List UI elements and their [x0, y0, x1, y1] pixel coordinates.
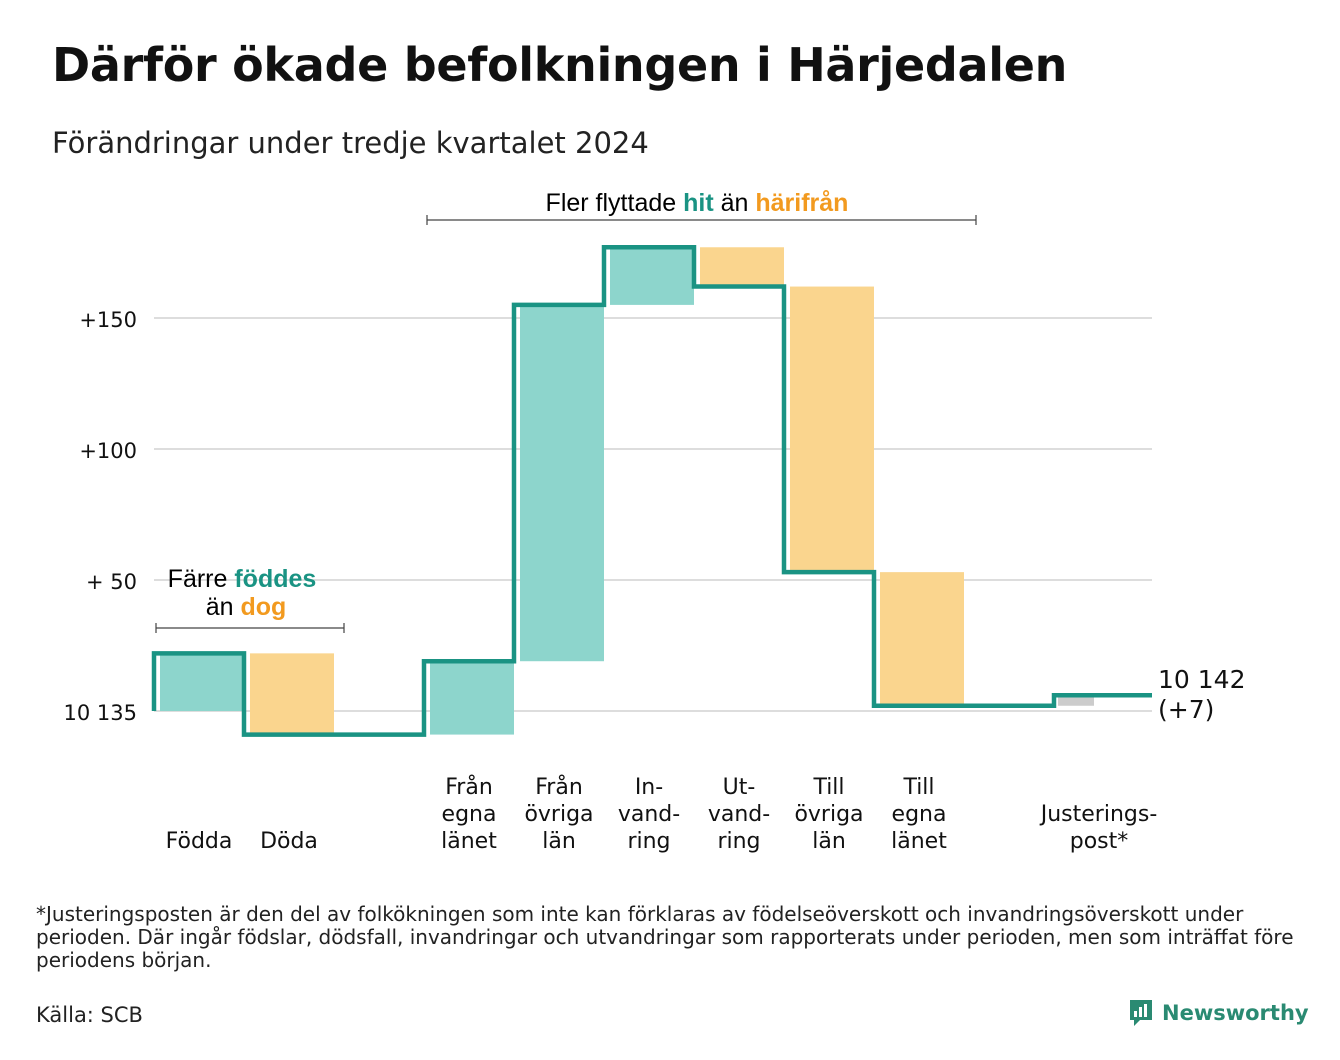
x-category-label: egna: [442, 802, 497, 827]
births-annot-plain1: Färre: [168, 565, 235, 593]
end-value-label: 10 142: [1158, 665, 1245, 694]
births-annotation-line1: Färre föddes: [168, 565, 317, 593]
x-category-label: länet: [441, 829, 497, 854]
migration-annotation: Fler flyttade hit än härifrån: [546, 189, 849, 217]
y-tick-label: 10 135: [64, 701, 137, 725]
migration-annot-hit: hit: [683, 189, 714, 217]
bar-decrease: [700, 247, 784, 287]
waterfall-chart: 10 135+ 50+100+150 Födda DödaFrånegnaläne…: [64, 189, 1246, 854]
x-category-label: Från: [445, 774, 493, 800]
x-category-label: vand-: [708, 802, 770, 827]
end-change-label: (+7): [1158, 695, 1214, 724]
bar-increase: [430, 661, 514, 735]
x-category-label: övriga: [524, 802, 593, 827]
y-tick-label: +150: [79, 308, 137, 332]
chart-subtitle: Förändringar under tredje kvartalet 2024: [52, 126, 649, 160]
births-annotation-line2: än dog: [206, 593, 287, 621]
x-category-label: vand-: [618, 802, 680, 827]
x-category-label: Till: [812, 775, 844, 800]
annotations: Färre föddes än dog Fler flyttade hit än…: [155, 189, 977, 633]
x-category-label: egna: [892, 802, 947, 827]
migration-annot-plain1: Fler flyttade: [546, 189, 684, 217]
x-category-label: övriga: [794, 802, 863, 827]
x-category-label: länet: [891, 829, 947, 854]
bar-decrease: [880, 572, 964, 706]
brand-name: Newsworthy: [1162, 1001, 1309, 1025]
chart-title: Därför ökade befolkningen i Härjedalen: [52, 38, 1068, 92]
x-category-label: län: [542, 829, 576, 854]
bar-increase: [520, 304, 604, 662]
x-category-label: Till: [902, 775, 934, 800]
step-line-group: [151, 245, 1152, 737]
births-annot-plain2: än: [206, 593, 241, 621]
footnote: *Justeringsposten är den del av folkökni…: [36, 902, 1294, 972]
x-category-label: Från: [535, 774, 583, 800]
x-category-label: Justerings-: [1039, 802, 1158, 827]
bar-increase: [610, 247, 694, 305]
newsworthy-logo-icon: [1130, 1000, 1152, 1026]
brand-logo: Newsworthy: [1128, 998, 1309, 1028]
y-tick-labels: 10 135 + 50 +100 +150: [64, 308, 137, 725]
x-category-label: In-: [635, 775, 663, 800]
migration-annot-plain2: än: [714, 189, 756, 217]
x-category-label: Ut-: [723, 775, 756, 800]
x-category-label: ring: [627, 829, 670, 854]
x-category-labels: Födda DödaFrånegnalänetFrånövrigalänIn-va…: [166, 774, 1158, 854]
bar-increase: [160, 653, 244, 711]
bar-decrease: [250, 653, 334, 735]
y-tick-label: +100: [79, 439, 137, 463]
bar-decrease: [790, 286, 874, 573]
bars: [160, 247, 1094, 735]
x-category-label: län: [812, 829, 846, 854]
source-label: Källa: SCB: [36, 1003, 143, 1027]
x-category-label: ring: [717, 829, 760, 854]
migration-annot-harifran: härifrån: [755, 189, 848, 217]
bar-adjustment: [1058, 695, 1094, 706]
x-category-label: post*: [1070, 829, 1129, 854]
x-category-label: Födda: [166, 829, 233, 854]
x-category-label: Döda: [260, 829, 318, 854]
grid-lines: [154, 317, 1152, 712]
births-annot-hit: föddes: [234, 565, 316, 593]
births-annot-dog: dog: [240, 593, 286, 621]
y-tick-label: + 50: [86, 570, 137, 594]
step-line: [151, 245, 1152, 737]
